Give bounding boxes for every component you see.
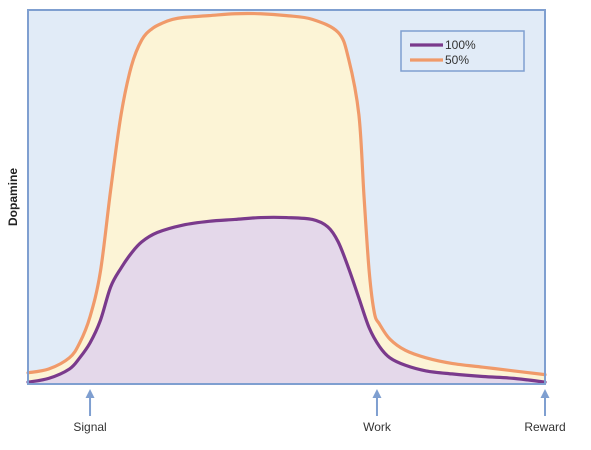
- x-axis-ticks: Signal Work Reward: [73, 389, 566, 434]
- tick-label-reward: Reward: [524, 420, 565, 434]
- arrow-up-icon: [540, 389, 550, 398]
- arrow-up-icon: [85, 389, 95, 398]
- series-lines: [26, 11, 547, 384]
- tick-label-signal: Signal: [73, 420, 106, 434]
- legend-item-100pct: 100%: [410, 38, 476, 52]
- legend-label: 50%: [445, 53, 469, 67]
- series-line-100pct: [26, 215, 547, 384]
- series-areas: [28, 13, 545, 384]
- legend-item-50pct: 50%: [410, 53, 469, 67]
- legend: 100%50%: [400, 30, 525, 72]
- plot-border: [27, 9, 546, 385]
- tick-work: Work: [363, 389, 392, 434]
- series-line-50pct: [26, 11, 547, 377]
- y-axis-label: Dopamine: [6, 168, 20, 226]
- tick-label-work: Work: [363, 420, 392, 434]
- series-area-100pct: [28, 217, 545, 384]
- legend-box: [400, 30, 525, 72]
- tick-signal: Signal: [73, 389, 107, 434]
- arrow-up-icon: [372, 389, 382, 398]
- legend-label: 100%: [445, 38, 476, 52]
- tick-reward: Reward: [524, 389, 566, 434]
